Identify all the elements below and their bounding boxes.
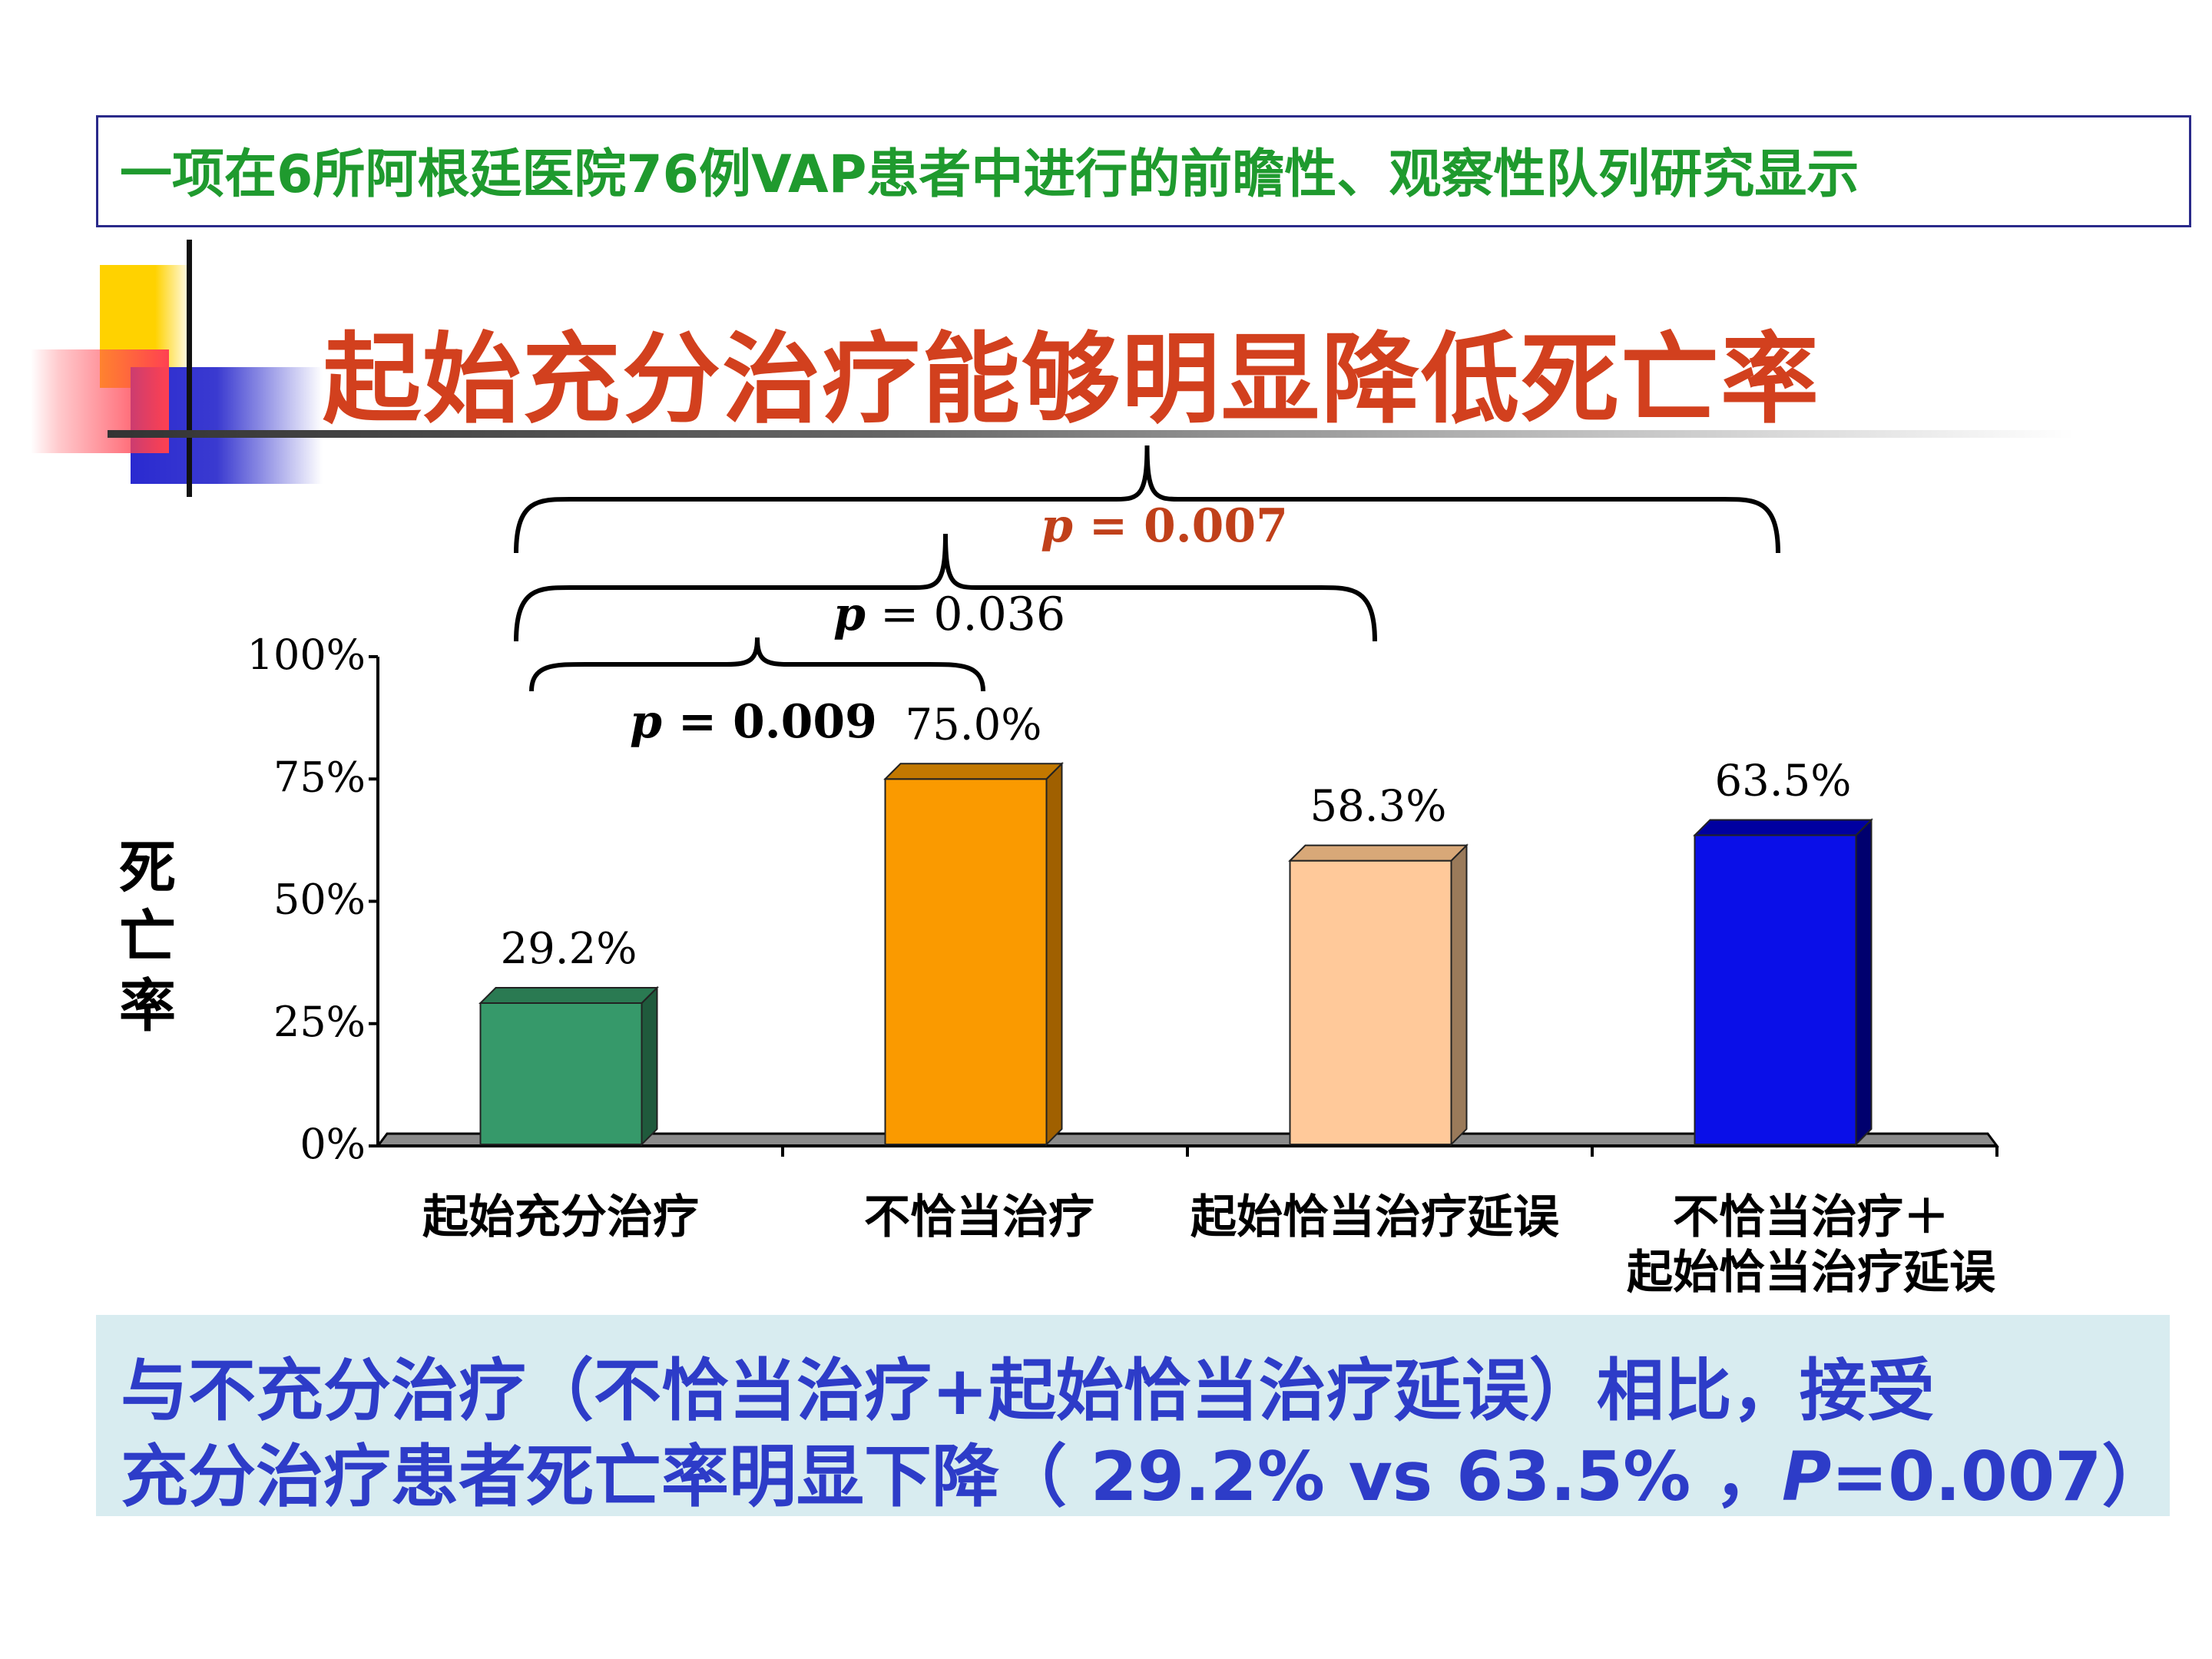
x-category-label: 不恰当治疗＋ [1673,1190,1949,1244]
y-tick-label: 0% [300,1120,366,1168]
y-axis-label-char-2: 亡 [119,904,176,970]
p-letter: p [1041,499,1073,553]
y-tick-label: 100% [247,631,366,679]
bar-3-side [1450,843,1468,1147]
x-category-label: 不恰当治疗 [864,1190,1094,1244]
brace-comparison-3 [514,445,1780,554]
summary-line-1: 与不充分治疗（不恰当治疗+起始恰当治疗延误）相比，接受 [121,1351,1935,1430]
bar-value-label: 75.0% [906,700,1042,750]
title-underline [108,430,2074,438]
x-category-label: 起始恰当治疗延误 [1627,1246,1995,1300]
p-value: = 0.036 [866,588,1065,641]
bar-4-top [1693,819,1873,836]
brace-comparison-1 [529,637,985,692]
bar-value-label: 58.3% [1310,782,1447,832]
bar-3-top [1288,844,1469,862]
mortality-bar-chart: 0% 25% 50% 75% 100% 29.2% 75.0% 58.3% 63.5% 起始充分治… [247,445,1999,1300]
p-value: = 0.009 [662,695,877,749]
y-axis-label-char-1: 死 [119,835,176,901]
bar-4 [1694,834,1857,1145]
p-letter: p [833,588,866,641]
bar-value-label: 29.2% [501,924,637,974]
summary-line-2: 充分治疗患者死亡率明显下降（ 29.2% vs 63.5% ，P=0.007） [121,1422,2169,1520]
p-value-label-2: p = 0.036 [833,588,1065,641]
p-value: = 0.007 [1073,499,1288,553]
bar-1 [479,1002,643,1145]
summary-box: 与不充分治疗（不恰当治疗+起始恰当治疗延误）相比，接受 充分治疗患者死亡率明显下… [96,1315,2170,1516]
x-category-label: 起始充分治疗 [422,1190,699,1244]
slide-title: 起始充分治疗能够明显降低死亡率 [323,323,1821,437]
bar-2 [884,778,1048,1145]
bar-3 [1289,859,1452,1146]
summary-line-2-prefix: 充分治疗患者死亡率明显下降（ 29.2% vs 63.5% ， [121,1437,1782,1516]
y-tick-label: 25% [273,998,366,1046]
bar-value-label: 63.5% [1715,757,1852,806]
bar-1-side [641,985,658,1147]
summary-p-letter: P [1781,1437,1832,1516]
bar-2-side [1045,761,1063,1147]
p-value-label-1: p = 0.009 [630,695,877,749]
brace-comparison-2 [514,533,1377,642]
bar-2-top [883,763,1064,780]
y-tick-label: 50% [273,876,366,924]
study-banner-box: 一项在6所阿根廷医院76例VAP患者中进行的前瞻性、观察性队列研究显示 [96,115,2191,227]
study-banner-text: 一项在6所阿根廷医院76例VAP患者中进行的前瞻性、观察性队列研究显示 [120,144,1859,205]
x-category-label: 起始恰当治疗延误 [1190,1190,1559,1244]
y-tick-label: 75% [273,753,366,801]
bar-1-top [478,986,659,1004]
summary-line-2-suffix: =0.007） [1831,1437,2170,1516]
deco-vertical-line [187,240,192,497]
bar-4-side [1855,818,1873,1147]
y-axis-label-char-3: 率 [119,973,176,1039]
p-value-label-3: p = 0.007 [1041,499,1288,553]
p-letter: p [630,695,662,749]
